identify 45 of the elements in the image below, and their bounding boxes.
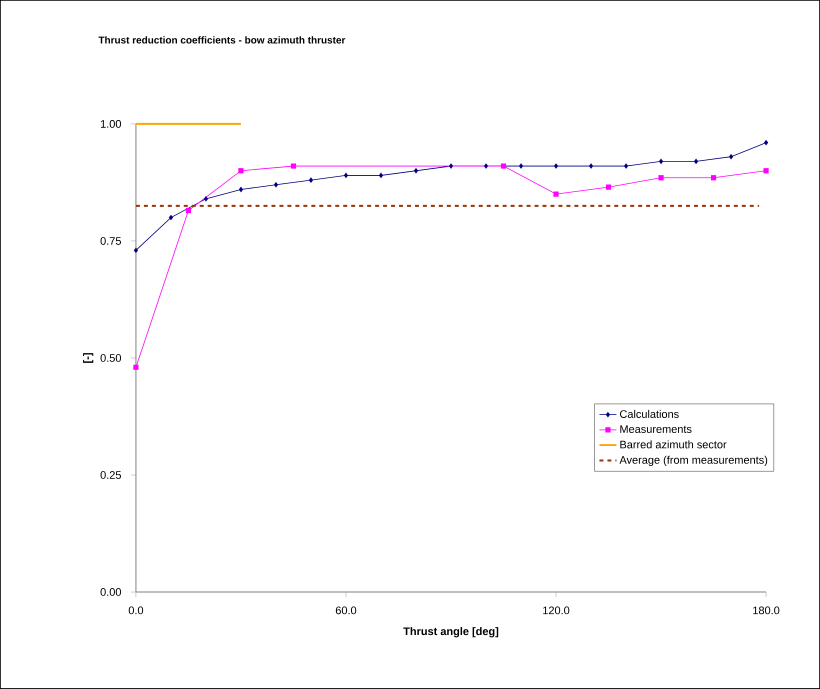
point [448,163,454,169]
y-tick-label: 0.50 [100,354,122,362]
point [589,163,594,169]
point [168,214,173,220]
x-tick-label: 180.0 [753,606,780,614]
point [274,182,278,188]
point [344,172,348,178]
x-tick-label: 60.0 [336,606,356,614]
y-tick-label: 0.75 [100,237,121,245]
y-tick-label: 1.00 [100,120,122,128]
y-axis-title: [-] [83,353,94,363]
point [710,175,716,180]
point [658,175,664,180]
point [624,163,628,169]
point [764,140,768,146]
point [134,248,138,253]
chart-title: Thrust reduction coefficients - bow azimuth thruster [98,36,346,44]
point [238,186,244,192]
point [414,168,418,174]
legend-label: Barred azimuth sector [620,440,726,448]
point [694,158,698,164]
point [659,158,664,164]
point [553,192,559,197]
legend-label: Calculations [620,410,679,418]
x-tick-label: 120.0 [543,606,570,614]
x-axis-title: Thrust angle [deg] [403,627,498,638]
point [186,208,192,214]
point [378,172,384,178]
point [204,196,208,202]
point [729,154,734,160]
y-tick-label: 0.00 [100,588,122,596]
point [606,184,612,190]
y-tick-label: 0.25 [100,471,121,479]
point [763,168,769,174]
legend-label: Average (from measurements) [619,456,768,466]
point [133,364,139,370]
point [308,178,314,183]
x-tick-label: 0.0 [128,606,144,614]
point [290,163,296,169]
point [554,163,558,169]
point [484,163,488,169]
point [238,168,244,174]
point [518,163,524,169]
legend-label: Measurements [620,425,692,433]
point [500,163,506,169]
